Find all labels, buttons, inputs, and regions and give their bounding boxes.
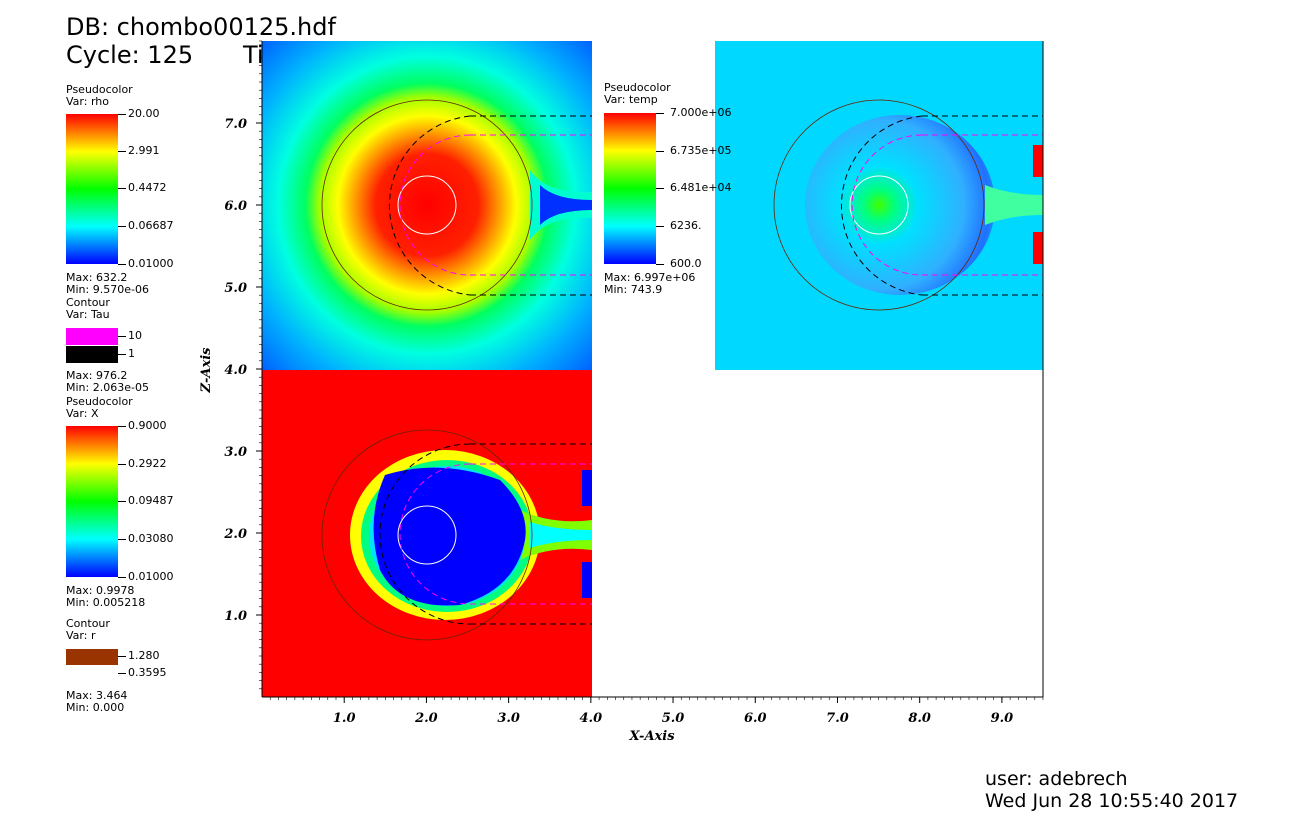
x-axis-label: X-Axis (628, 729, 675, 744)
legend-rho-colorbar (66, 114, 118, 264)
legend-x-tick: 0.01000 (128, 570, 174, 583)
legend-rho-max: Max: 632.2 (66, 271, 128, 284)
legend-r-max: Max: 3.464 (66, 689, 128, 702)
legend-rho-min: Min: 9.570e-06 (66, 283, 149, 296)
legend-r-var: Var: r (66, 629, 96, 642)
legend-tau-max: Max: 976.2 (66, 369, 128, 382)
legend-r-min: Min: 0.000 (66, 701, 125, 714)
legend-x-colorbar (66, 426, 118, 577)
legend-tau-level: 10 (128, 329, 142, 342)
legend-x-title: Pseudocolor (66, 395, 133, 408)
legend-temp-colorbar (604, 113, 656, 264)
legend-temp-tick: 6236. (670, 219, 702, 232)
legend-x-max: Max: 0.9978 (66, 584, 135, 597)
legend-r-swatch (66, 649, 118, 665)
x-tick-label: 8.0 (908, 711, 931, 726)
legend-tau-title: Contour (66, 296, 110, 309)
legend-rho-var: Var: rho (66, 95, 109, 108)
legend-tau-var: Var: Tau (66, 308, 110, 321)
legend-tau-swatch-10 (66, 328, 118, 345)
legend-x-tick: 0.09487 (128, 494, 174, 507)
legend-temp-min: Min: 743.9 (604, 283, 663, 296)
x-tick-label: 4.0 (580, 711, 603, 726)
y-tick-label: 6.0 (224, 199, 247, 214)
y-tick-label: 4.0 (224, 363, 247, 378)
legend-temp-max: Max: 6.997e+06 (604, 271, 696, 284)
legend-temp-tick: 600.0 (670, 257, 702, 270)
legend-rho-tick: 2.991 (128, 144, 160, 157)
legend-rho-tick: 20.00 (128, 107, 160, 120)
legend-x-tick: 0.9000 (128, 419, 167, 432)
db-title: DB: chombo00125.hdf (66, 13, 336, 41)
x-tick-label: 7.0 (826, 711, 849, 726)
x-tick-label: 1.0 (333, 711, 356, 726)
panel-x (262, 370, 592, 697)
x-tick-label: 5.0 (662, 711, 685, 726)
legend-tau-swatch-1 (66, 346, 118, 363)
legend-rho-tick: 0.4472 (128, 181, 167, 194)
cycle-label: Cycle: 125 (66, 41, 194, 69)
legend-temp-tick: 6.735e+05 (670, 144, 732, 157)
y-tick-label: 2.0 (223, 527, 247, 542)
user-name: user: adebrech (985, 768, 1128, 790)
legend-rho-title: Pseudocolor (66, 83, 133, 96)
y-tick-label: 7.0 (224, 117, 247, 132)
legend-x-tick: 0.03080 (128, 532, 174, 545)
legend-temp-title: Pseudocolor (604, 81, 671, 94)
x-tick-label: 9.0 (991, 711, 1014, 726)
legend-x-tick: 0.2922 (128, 457, 167, 470)
y-tick-label: 3.0 (224, 445, 247, 460)
legend-x-min: Min: 0.005218 (66, 596, 146, 609)
y-tick-label: 1.0 (224, 609, 247, 624)
legend-tau-min: Min: 2.063e-05 (66, 381, 149, 394)
legend-temp-tick: 7.000e+06 (670, 106, 732, 119)
legend-r-level: 0.3595 (128, 666, 167, 679)
legend-rho-tick: 0.06687 (128, 219, 174, 232)
legend-r-level: 1.280 (128, 649, 160, 662)
legend-temp-var: Var: temp (604, 93, 658, 106)
y-tick-label: 5.0 (224, 281, 247, 296)
y-axis-label: Z-Axis (199, 347, 214, 394)
panel-temp (715, 41, 1043, 370)
panel-rho (262, 41, 592, 370)
legend-rho-tick: 0.01000 (128, 257, 174, 270)
x-tick-label: 6.0 (744, 711, 767, 726)
legend-tau-level: 1 (128, 347, 135, 360)
x-tick-label: 2.0 (414, 711, 438, 726)
legend-temp-tick: 6.481e+04 (670, 181, 732, 194)
legend-r-title: Contour (66, 617, 110, 630)
timestamp: Wed Jun 28 10:55:40 2017 (985, 790, 1239, 812)
legend-x-var: Var: X (66, 407, 99, 420)
x-tick-label: 3.0 (497, 711, 520, 726)
